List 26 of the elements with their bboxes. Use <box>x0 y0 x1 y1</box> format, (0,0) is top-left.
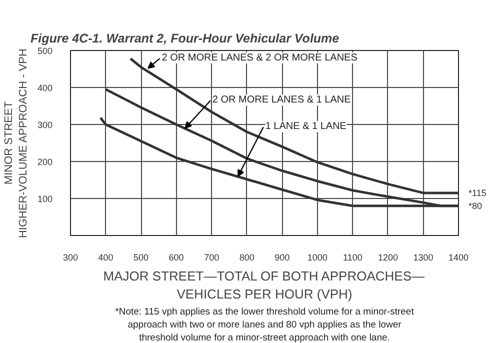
x-tick-label: 1200 <box>378 252 398 262</box>
y-tick-label: 300 <box>37 120 53 130</box>
y-tick-label: 200 <box>37 157 53 167</box>
annotation: 1 LANE & 1 LANE <box>265 121 347 132</box>
x-tick-label: 500 <box>134 252 149 262</box>
annotation: *115 <box>468 188 486 198</box>
y-tick-label: 500 <box>37 46 53 56</box>
x-tick-label: 800 <box>239 252 254 262</box>
x-tick-label: 400 <box>98 252 114 262</box>
annotation: 2 OR MORE LANES & 1 LANE <box>212 94 352 106</box>
x-axis-title: MAJOR STREET—TOTAL OF BOTH APPROACHES— VEHICLES PER HOUR (VPH) <box>103 268 425 302</box>
x-tick-label: 1000 <box>307 252 328 262</box>
x-tick-label: 1300 <box>413 252 434 262</box>
chart-title: Figure 4C-1. Warrant 2, Four-Hour Vehicular Volume <box>30 32 340 46</box>
text: *Note: 115 vph applies as the lower threshold volume for a minor-street approach with two or more lanes and 80 vph applies as the lower threshold volume for a minor-street approach with one lane. <box>115 306 414 343</box>
x-tick-label: 1100 <box>343 252 362 262</box>
x-tick-label: 700 <box>204 252 220 262</box>
x-tick-label: 1400 <box>448 252 469 262</box>
y-axis-title: MINOR STREET HIGHER-VOLUME APPROACH - VPH <box>3 48 30 238</box>
annotation: 2 OR MORE LANES & 2 OR MORE LANES <box>162 52 358 64</box>
annotation: *80 <box>468 200 482 211</box>
y-tick-label: 400 <box>37 83 53 93</box>
x-tick-label: 600 <box>168 252 184 262</box>
x-tick-label: 300 <box>62 252 78 262</box>
y-tick-label: 100 <box>37 194 53 204</box>
x-tick-label: 900 <box>274 252 290 262</box>
